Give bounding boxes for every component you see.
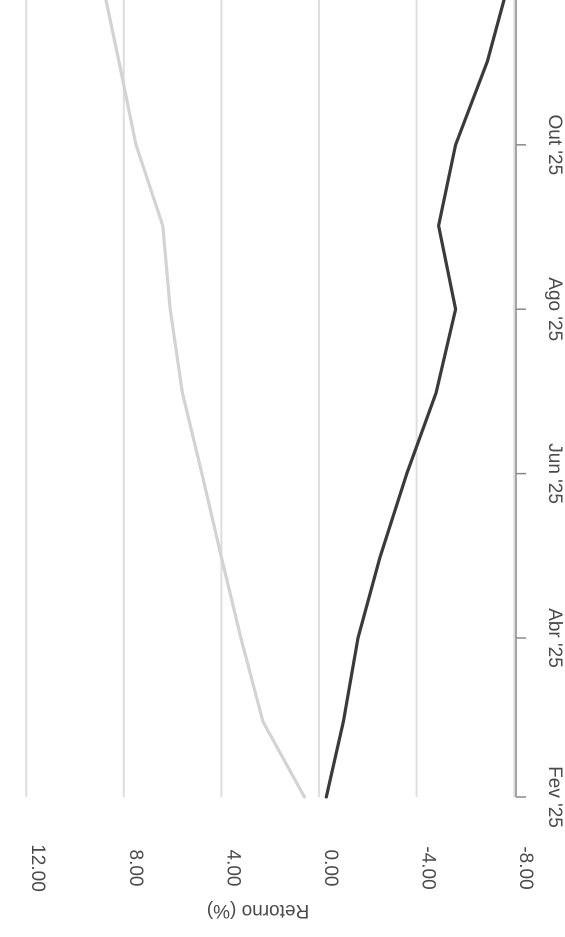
- time-axis: [515, 0, 526, 798]
- x-tick-label: Out '25: [544, 114, 565, 175]
- series-lines: [104, 0, 506, 799]
- y-tick-label: 0.00: [320, 850, 341, 887]
- y-tick-label: 12.00: [27, 844, 48, 892]
- x-tick-label: Abr '25: [544, 608, 565, 668]
- tick-labels: 12.00 8.00 4.00 0.00 -4.00 -8.00 Fev '25 Abr '2…: [27, 114, 565, 891]
- grid: [25, 0, 516, 797]
- y-tick-label: -4.00: [418, 846, 439, 889]
- series-line-1: [104, 0, 306, 799]
- series-line-2: [324, 0, 506, 799]
- y-tick-label: 8.00: [125, 850, 146, 887]
- x-tick-label: Ago '25: [544, 277, 565, 341]
- y-tick-label: -8.00: [515, 846, 536, 889]
- y-tick-label: 4.00: [222, 850, 243, 887]
- x-tick-label: Jun '25: [544, 443, 565, 504]
- y-axis-title: Retorno (%): [207, 900, 309, 921]
- x-tick-label: Fev '25: [544, 766, 565, 828]
